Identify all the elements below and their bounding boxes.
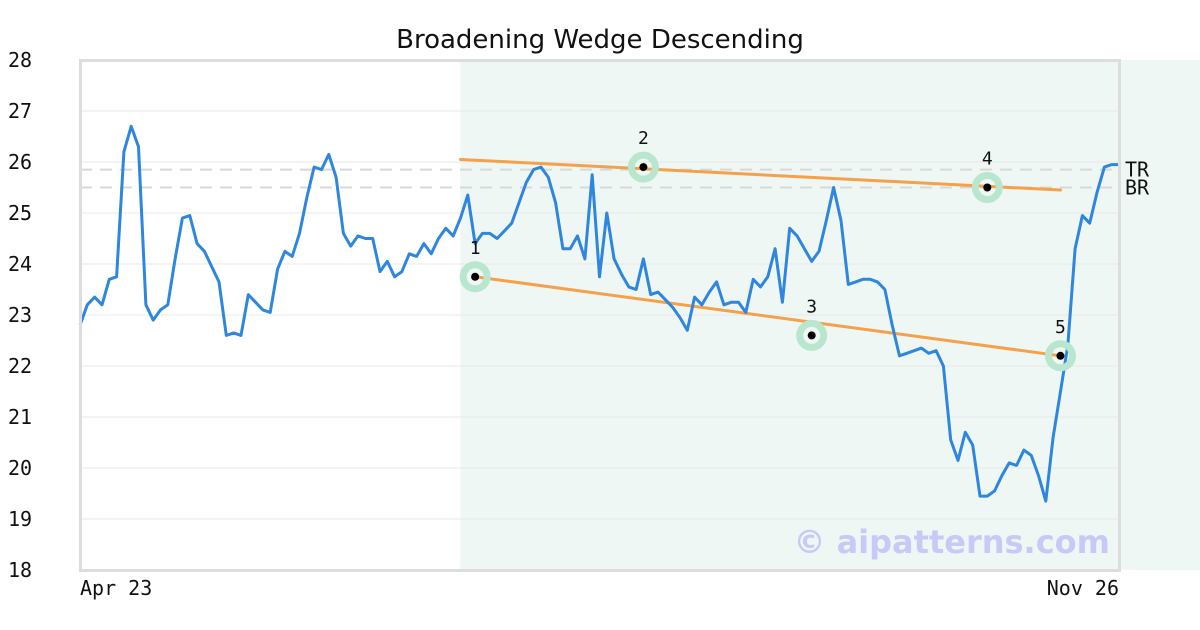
marker-halo-3 [796,319,828,351]
y-tick-label: 24 [8,252,32,276]
marker-halo-2 [627,151,659,183]
marker-layer: 12345BreakOutSuccess [459,128,1076,372]
marker-dot-3 [807,331,816,340]
lower-trendline [473,275,1062,358]
upper-trendline [458,157,1062,192]
y-tick-label: 20 [8,456,32,480]
y-tick-label: 25 [8,201,32,225]
marker-label-3: 3 [806,296,817,317]
y-tick-label: 28 [8,48,32,72]
y-tick-label: 18 [8,558,32,582]
y-tick-label: 23 [8,303,32,327]
y-tick-label: 27 [8,99,32,123]
marker-label-1: 1 [470,238,481,259]
marker-halo-4 [971,172,1003,203]
watermark: © aipatterns.com [793,523,1110,561]
y-axis-ticks: 18 19 20 21 22 23 24 25 26 27 28 [8,48,32,582]
trendline-layer [458,157,1062,358]
y-tick-label: 19 [8,507,32,531]
marker-label-2: 2 [638,128,649,149]
x-tick-label-start: Apr 23 [80,576,152,600]
marker-label-4: 4 [982,149,993,170]
y-tick-label: 21 [8,405,32,429]
chart-title: Broadening Wedge Descending [396,25,804,55]
level-label-tr: TR [1125,158,1150,182]
plot-frame [79,59,1121,572]
marker-halo-1 [459,261,491,293]
marker-halo-5 [1044,340,1076,372]
marker-dot-2 [639,163,648,172]
price-line [78,124,1119,503]
x-tick-label-end: Nov 26 [1047,576,1119,600]
marker-dot-1 [471,272,480,281]
y-tick-label: 26 [8,150,32,174]
y-tick-label: 22 [8,354,32,378]
marker-dot-4 [983,183,992,192]
marker-label-5: 5 [1055,317,1066,338]
marker-dot-5 [1056,351,1065,360]
price-layer [78,124,1119,503]
level-label-br: BR [1125,176,1150,200]
